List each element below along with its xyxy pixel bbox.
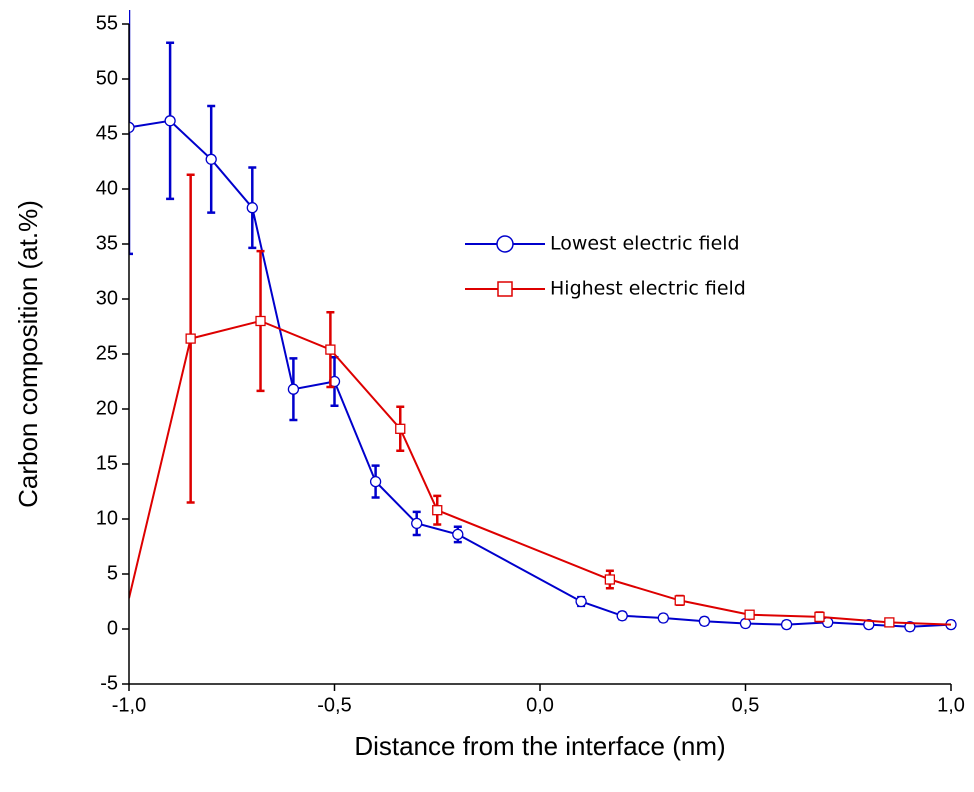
marker bbox=[739, 617, 752, 630]
x-tick-label: 0,0 bbox=[526, 694, 554, 716]
marker bbox=[698, 615, 711, 627]
marker bbox=[246, 202, 258, 214]
y-tick-label: 10 bbox=[96, 507, 118, 529]
marker bbox=[432, 505, 443, 516]
y-tick-label: 50 bbox=[96, 67, 118, 89]
marker bbox=[884, 617, 895, 628]
marker bbox=[452, 528, 464, 541]
x-tick-label: -1,0 bbox=[112, 694, 146, 716]
marker bbox=[863, 618, 875, 631]
plot-area bbox=[129, 10, 957, 633]
y-tick-label: 20 bbox=[96, 397, 118, 419]
legend-marker bbox=[496, 235, 514, 253]
y-tick-label: -5 bbox=[100, 672, 118, 694]
marker bbox=[287, 383, 300, 395]
x-tick-label: 1,0 bbox=[937, 694, 965, 716]
marker bbox=[185, 333, 196, 344]
marker bbox=[164, 115, 176, 127]
y-tick-label: 55 bbox=[96, 12, 118, 34]
series-line bbox=[129, 319, 952, 626]
y-tick-label: 40 bbox=[96, 177, 118, 199]
x-tick-label: 0,5 bbox=[732, 694, 760, 716]
marker bbox=[904, 621, 916, 633]
marker bbox=[325, 344, 336, 355]
marker bbox=[814, 611, 825, 623]
marker bbox=[411, 517, 423, 530]
x-tick-label: -0,5 bbox=[317, 694, 351, 716]
marker bbox=[780, 618, 793, 631]
legend-marker bbox=[497, 281, 513, 297]
y-axis-title: Carbon composition (at.%) bbox=[13, 200, 43, 508]
marker bbox=[575, 595, 587, 608]
y-tick-label: 0 bbox=[107, 617, 118, 639]
y-tick-label: 15 bbox=[96, 452, 118, 474]
error-bar bbox=[129, 10, 133, 256]
y-tick-label: 35 bbox=[96, 232, 118, 254]
legend-label: Lowest electric field bbox=[550, 233, 740, 255]
y-tick-label: 5 bbox=[107, 562, 118, 584]
legend-label: Highest electric field bbox=[550, 278, 746, 300]
marker bbox=[129, 121, 135, 134]
marker bbox=[744, 609, 755, 620]
marker bbox=[205, 153, 217, 165]
marker bbox=[604, 574, 616, 585]
marker bbox=[255, 315, 266, 327]
marker bbox=[657, 612, 669, 624]
marker bbox=[616, 610, 628, 622]
marker bbox=[395, 423, 406, 434]
marker bbox=[369, 475, 382, 488]
x-axis-title: Distance from the interface (nm) bbox=[354, 731, 725, 761]
y-tick-label: 25 bbox=[96, 342, 118, 364]
y-tick-label: 30 bbox=[96, 287, 118, 309]
marker bbox=[674, 595, 685, 606]
y-tick-label: 45 bbox=[96, 122, 118, 144]
